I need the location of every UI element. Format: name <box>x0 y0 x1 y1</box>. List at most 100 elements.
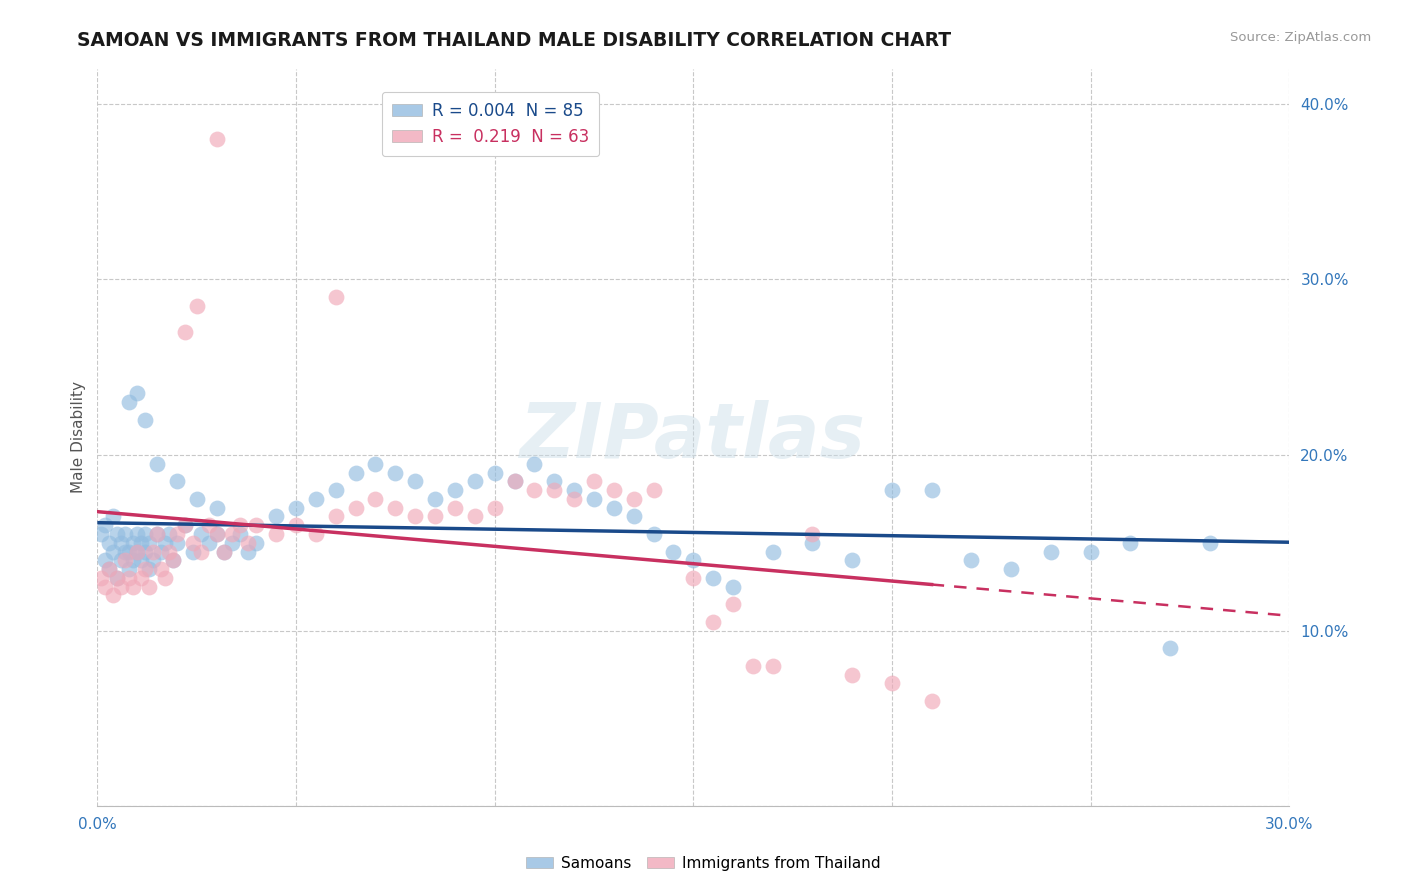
Point <box>503 475 526 489</box>
Point <box>186 299 208 313</box>
Point <box>118 562 141 576</box>
Point <box>105 527 128 541</box>
Point <box>325 509 347 524</box>
Point <box>181 536 204 550</box>
Point <box>98 536 121 550</box>
Point <box>801 527 824 541</box>
Point <box>149 562 172 576</box>
Point <box>173 518 195 533</box>
Point <box>134 544 156 558</box>
Y-axis label: Male Disability: Male Disability <box>72 382 86 493</box>
Point <box>157 527 180 541</box>
Point <box>721 597 744 611</box>
Point <box>1159 641 1181 656</box>
Point <box>129 553 152 567</box>
Point <box>146 527 169 541</box>
Point <box>90 527 112 541</box>
Point <box>125 386 148 401</box>
Point <box>1198 536 1220 550</box>
Point <box>114 553 136 567</box>
Point <box>90 571 112 585</box>
Point <box>134 413 156 427</box>
Point <box>503 475 526 489</box>
Point <box>562 491 585 506</box>
Point <box>214 544 236 558</box>
Point <box>801 536 824 550</box>
Point <box>229 527 252 541</box>
Point <box>125 527 148 541</box>
Point <box>129 536 152 550</box>
Point <box>721 580 744 594</box>
Point <box>122 553 145 567</box>
Point <box>125 544 148 558</box>
Point <box>404 509 426 524</box>
Point <box>682 571 704 585</box>
Point <box>623 491 645 506</box>
Point <box>623 509 645 524</box>
Legend: R = 0.004  N = 85, R =  0.219  N = 63: R = 0.004 N = 85, R = 0.219 N = 63 <box>382 92 599 156</box>
Point <box>118 544 141 558</box>
Point <box>98 562 121 576</box>
Point <box>114 544 136 558</box>
Point <box>94 553 117 567</box>
Point <box>325 290 347 304</box>
Point <box>404 475 426 489</box>
Text: ZIPatlas: ZIPatlas <box>520 401 866 475</box>
Point <box>344 466 367 480</box>
Point <box>114 527 136 541</box>
Point <box>110 580 132 594</box>
Legend: Samoans, Immigrants from Thailand: Samoans, Immigrants from Thailand <box>520 850 886 877</box>
Point <box>921 694 943 708</box>
Point <box>364 491 387 506</box>
Point <box>166 536 188 550</box>
Point <box>603 500 626 515</box>
Point <box>921 483 943 497</box>
Point <box>841 667 863 681</box>
Point <box>423 491 446 506</box>
Point <box>94 580 117 594</box>
Point <box>166 475 188 489</box>
Point <box>205 527 228 541</box>
Point <box>153 571 176 585</box>
Point <box>125 544 148 558</box>
Point <box>880 483 903 497</box>
Point <box>325 483 347 497</box>
Point <box>841 553 863 567</box>
Point <box>305 491 328 506</box>
Point <box>221 527 243 541</box>
Point <box>229 518 252 533</box>
Point <box>138 580 160 594</box>
Point <box>197 536 219 550</box>
Point <box>103 589 125 603</box>
Point <box>880 676 903 690</box>
Point <box>186 491 208 506</box>
Point <box>122 536 145 550</box>
Point <box>197 518 219 533</box>
Point <box>1000 562 1022 576</box>
Point <box>384 466 406 480</box>
Point <box>98 562 121 576</box>
Point <box>205 500 228 515</box>
Point <box>103 509 125 524</box>
Point <box>162 553 184 567</box>
Point <box>702 571 724 585</box>
Point <box>562 483 585 497</box>
Point <box>214 544 236 558</box>
Point <box>682 553 704 567</box>
Point <box>122 580 145 594</box>
Point <box>285 500 308 515</box>
Point <box>444 483 467 497</box>
Point <box>138 562 160 576</box>
Point <box>1039 544 1062 558</box>
Point <box>146 527 169 541</box>
Point <box>662 544 685 558</box>
Point <box>762 658 785 673</box>
Point <box>741 658 763 673</box>
Point <box>1080 544 1102 558</box>
Point <box>960 553 983 567</box>
Point <box>762 544 785 558</box>
Point <box>221 536 243 550</box>
Point <box>523 483 546 497</box>
Point <box>166 527 188 541</box>
Point <box>105 571 128 585</box>
